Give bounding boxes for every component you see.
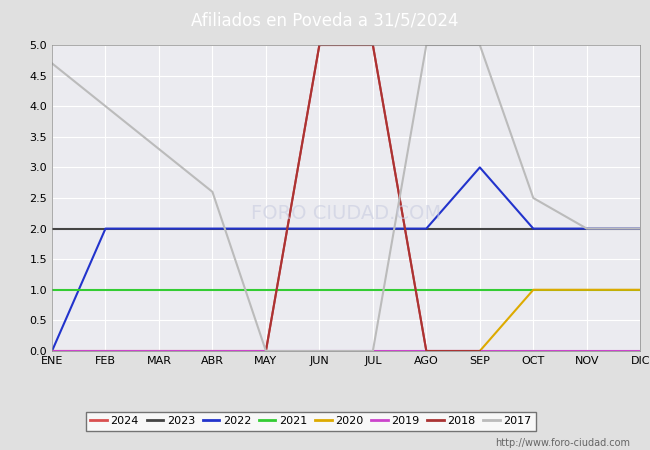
Text: Afiliados en Poveda a 31/5/2024: Afiliados en Poveda a 31/5/2024	[191, 11, 459, 29]
Legend: 2024, 2023, 2022, 2021, 2020, 2019, 2018, 2017: 2024, 2023, 2022, 2021, 2020, 2019, 2018…	[86, 412, 536, 431]
Text: FORO CIUDAD.COM: FORO CIUDAD.COM	[251, 204, 441, 223]
Text: http://www.foro-ciudad.com: http://www.foro-ciudad.com	[495, 438, 630, 448]
